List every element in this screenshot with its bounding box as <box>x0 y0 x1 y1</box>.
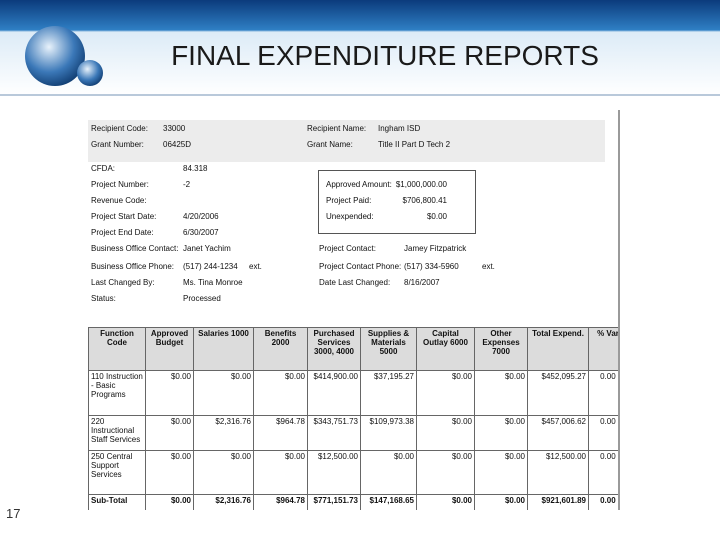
table-cell: $0.00 <box>193 370 254 416</box>
table-cell: $0.00 <box>145 370 194 416</box>
table-cell: 0.00 % <box>588 415 618 451</box>
field-label: CFDA: <box>91 164 115 173</box>
field-label: Status: <box>91 294 116 303</box>
row-label: Sub-Total <box>88 494 146 510</box>
table-cell: $0.00 <box>416 450 475 495</box>
contact-label: Date Last Changed: <box>319 278 391 287</box>
table-header: Benefits 2000 <box>253 327 308 371</box>
table-cell: $37,195.27 <box>360 370 417 416</box>
field-label: Recipient Code: <box>91 124 148 133</box>
table-cell: $2,316.76 <box>193 494 254 510</box>
field-value: 6/30/2007 <box>183 228 219 237</box>
field-label: Recipient Name: <box>307 124 367 133</box>
contact-label: Project Contact Phone: <box>319 262 402 271</box>
table-cell: $0.00 <box>474 494 528 510</box>
table-cell: $921,601.89 <box>527 494 589 510</box>
field-value: Ingham ISD <box>378 124 421 133</box>
field-value: 84.318 <box>183 164 208 173</box>
amount-value: $0.00 <box>426 212 447 221</box>
table-cell: $109,973.38 <box>360 415 417 451</box>
field-label: Project Number: <box>91 180 149 189</box>
row-label: 220 Instructional Staff Services <box>88 415 146 451</box>
contact-label: Project Contact: <box>319 244 376 253</box>
amount-label: Project Paid: <box>326 196 372 205</box>
table-header: % Var <box>588 327 618 371</box>
contact-value: (517) 334-5960 <box>404 262 459 271</box>
table-cell: $0.00 <box>474 450 528 495</box>
field-value: 33000 <box>163 124 186 133</box>
field-label: Grant Name: <box>307 140 353 149</box>
logo <box>25 26 103 86</box>
contact-value: 8/16/2007 <box>404 278 440 287</box>
table-cell: $0.00 <box>416 370 475 416</box>
table-cell: $0.00 <box>360 450 417 495</box>
field-label: Grant Number: <box>91 140 144 149</box>
row-label: 250 Central Support Services <box>88 450 146 495</box>
table-cell: $0.00 <box>474 370 528 416</box>
field-value: 06425D <box>163 140 192 149</box>
table-cell: $771,151.73 <box>307 494 361 510</box>
amount-box <box>318 170 476 234</box>
slide-title: FINAL EXPENDITURE REPORTS <box>171 40 599 71</box>
field-value: (517) 244-1234 <box>183 262 238 271</box>
report-screenshot: Recipient Code: 33000 Grant Number: 06425D R… <box>65 110 620 510</box>
table-cell: 0.00 % <box>588 494 618 510</box>
amount-label: Unexpended: <box>326 212 374 221</box>
table-cell: $0.00 <box>145 415 194 451</box>
table-cell: $0.00 <box>416 415 475 451</box>
amount-label: Approved Amount: <box>326 180 392 189</box>
table-cell: $0.00 <box>474 415 528 451</box>
field-value: Title II Part D Tech 2 <box>378 140 451 149</box>
field-value: Processed <box>183 294 221 303</box>
contact-extra: ext. <box>482 262 495 271</box>
amount-value: $706,800.41 <box>402 196 448 205</box>
table-header: Salaries 1000 <box>193 327 254 371</box>
table-cell: $452,095.27 <box>527 370 589 416</box>
table-header: Approved Budget <box>145 327 194 371</box>
field-label: Business Office Phone: <box>91 262 175 271</box>
table-cell: $12,500.00 <box>307 450 361 495</box>
table-cell: $414,900.00 <box>307 370 361 416</box>
field-label: Business Office Contact: <box>91 244 179 253</box>
field-value: Janet Yachim <box>183 244 231 253</box>
table-cell: 0.00 % <box>588 450 618 495</box>
table-header: Other Expenses 7000 <box>474 327 528 371</box>
field-value: -2 <box>183 180 191 189</box>
table-cell: $0.00 <box>145 494 194 510</box>
header-band <box>0 0 720 95</box>
field-value: 4/20/2006 <box>183 212 219 221</box>
table-cell: $12,500.00 <box>527 450 589 495</box>
header-background <box>88 120 605 162</box>
slide-number: 17 <box>6 506 21 521</box>
contact-value: Jamey Fitzpatrick <box>404 244 467 253</box>
table-cell: $343,751.73 <box>307 415 361 451</box>
table-cell: $964.78 <box>253 494 308 510</box>
field-label: Last Changed By: <box>91 278 155 287</box>
field-label: Revenue Code: <box>91 196 147 205</box>
table-cell: $0.00 <box>145 450 194 495</box>
table-cell: $2,316.76 <box>193 415 254 451</box>
table-cell: $147,168.65 <box>360 494 417 510</box>
table-cell: $0.00 <box>193 450 254 495</box>
field-extra: ext. <box>249 262 262 271</box>
amount-value: $1,000,000.00 <box>395 180 447 189</box>
table-cell: $0.00 <box>253 450 308 495</box>
header-rule <box>0 94 720 96</box>
table-header: Supplies & Materials 5000 <box>360 327 417 371</box>
row-label: 110 Instruction - Basic Programs <box>88 370 146 416</box>
table-cell: $457,006.62 <box>527 415 589 451</box>
table-cell: $964.78 <box>253 415 308 451</box>
table-header: Total Expend. <box>527 327 589 371</box>
table-header: Purchased Services 3000, 4000 <box>307 327 361 371</box>
field-label: Project Start Date: <box>91 212 157 221</box>
table-cell: $0.00 <box>253 370 308 416</box>
table-cell: $0.00 <box>416 494 475 510</box>
table-header: Function Code <box>88 327 146 371</box>
table-header: Capital Outlay 6000 <box>416 327 475 371</box>
table-cell: 0.00 % <box>588 370 618 416</box>
field-label: Project End Date: <box>91 228 154 237</box>
field-value: Ms. Tina Monroe <box>183 278 243 287</box>
